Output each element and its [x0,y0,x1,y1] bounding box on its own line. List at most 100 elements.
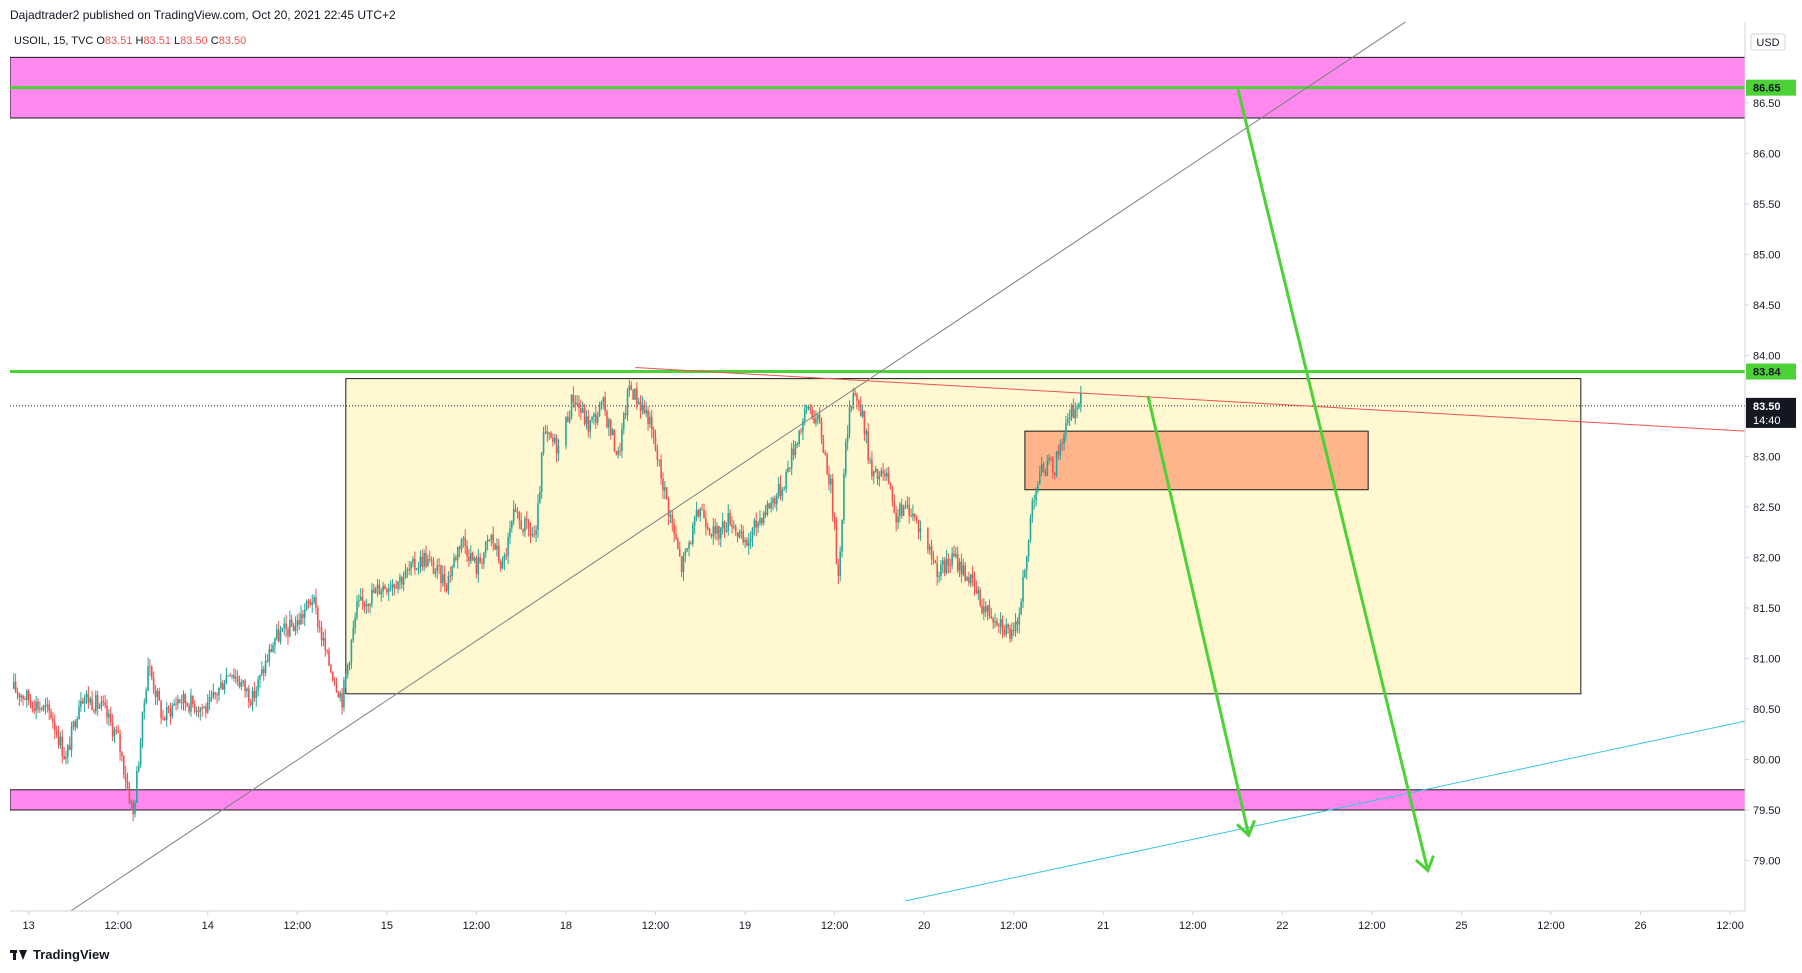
candle-body [171,705,174,717]
candle-body [643,404,646,414]
tradingview-footer[interactable]: TradingView [10,947,109,962]
candle-body [318,626,321,628]
candle-body [400,576,403,585]
candle-body [214,692,217,695]
candle-body [87,693,90,703]
candle-body [941,560,944,565]
candle-body [981,605,983,614]
candle-body [12,681,15,689]
candle-bear [826,452,828,476]
candle-body [376,584,379,588]
projection-arrow-2[interactable] [1236,87,1435,874]
candle-body [274,638,276,646]
candle-bull [173,699,175,707]
candle-bear [705,510,707,536]
candle-body [1031,500,1034,518]
candle-bull [626,387,629,422]
candle-bear [710,533,713,539]
candle-bear [432,557,435,575]
candle-bear [514,503,517,513]
candle-body [98,706,101,709]
range-box[interactable] [345,378,1582,695]
candle-bear [533,525,536,539]
candle-body [619,450,621,452]
candle-bull [785,469,787,494]
demand-zone[interactable] [10,789,1745,811]
candle-body [113,729,116,737]
candle-body [154,690,157,698]
candle-body [100,701,103,707]
candle-bull [406,567,409,578]
candle-bull [412,556,414,568]
candle-body [234,676,237,678]
candle-bull [190,688,192,717]
candle-bear [266,654,269,663]
price-axis[interactable]: USD 86.50 86.00 85.50 85.00 84.50 84.00 83.00 8… [1745,33,1796,867]
candle-bull [622,411,625,435]
price-tick-label: 82.50 [1753,502,1781,514]
candle-body [949,565,952,567]
candle-body [947,558,950,566]
legend-low-value: 83.50 [180,35,208,47]
candle-body [1063,434,1065,444]
cyan-trendline[interactable] [905,720,1745,902]
price-badge[interactable]: 86.65 [1746,79,1796,96]
price-badge[interactable]: 83.50 14:40 [1746,397,1796,428]
candle-body [341,693,343,708]
candle-bear [755,512,758,537]
candle-body [701,509,703,511]
candle-body [1048,457,1050,461]
candle-bear [723,520,726,538]
price-badge[interactable]: 83.84 [1746,363,1796,380]
plot-area[interactable] [10,22,1745,951]
candle-body [290,619,293,627]
candle-bear [662,472,664,499]
candle-bull [807,406,810,411]
candle-bear [309,598,312,607]
candle-body [128,787,131,803]
currency-box[interactable] [1750,33,1786,51]
candle-bull [740,524,743,539]
gray-trendline[interactable] [10,22,1406,951]
candle-bull [311,594,314,613]
candle-body [303,609,306,618]
candle-body [395,587,397,589]
candle-body [175,703,177,705]
time-axis[interactable]: 13 12:00 14 12:00 15 12:00 18 12:00 19 12:00 20 12:… [23,911,1744,932]
order-block[interactable] [1024,430,1369,491]
candle-body [574,402,577,405]
candle-bull [738,529,741,539]
candle-body [580,408,582,413]
candle-bull [1011,622,1013,642]
candle-body [731,524,733,528]
candle-bull [548,432,550,441]
price-badge-countdown: 14:40 [1753,415,1781,427]
candle-bear [949,558,952,574]
candle-body [67,745,69,757]
candle-bull [693,515,696,535]
candle-bull [839,546,841,582]
candle-bear [50,708,52,720]
candle-bull [417,561,420,575]
candle-body [744,539,746,543]
candle-body [514,509,517,512]
candle-body [242,680,244,683]
candle-bear [22,694,24,706]
candle-body [85,693,88,698]
candle-bear [932,550,935,565]
candle-bear [678,541,681,557]
candle-bull [531,526,534,538]
candle-bear [1012,622,1015,637]
candle-bear [927,526,929,554]
candle-body [787,467,789,472]
candle-bear [214,692,217,700]
red-trendline[interactable] [635,366,1745,432]
candle-body [275,629,278,639]
candle-body [572,394,575,403]
candle-bear [18,692,21,706]
projection-arrow-1[interactable] [1146,395,1257,838]
candle-body [287,628,289,637]
candle-bear [981,599,983,615]
candle-bull [199,707,202,721]
